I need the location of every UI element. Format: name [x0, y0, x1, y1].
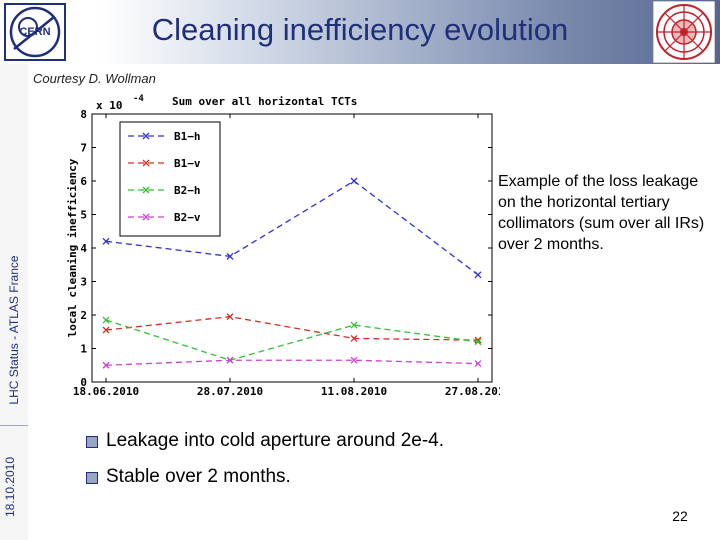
chart-title: Sum over all horizontal TCTs: [172, 95, 357, 108]
bullet-icon: [86, 472, 98, 484]
y-tick-label: 5: [80, 209, 87, 222]
bullet-item: Leakage into cold aperture around 2e-4.: [86, 423, 444, 459]
bullet-text: Leakage into cold aperture around 2e-4.: [106, 430, 445, 451]
legend-marker: [142, 132, 150, 140]
side-date: 18.10.2010: [3, 456, 17, 518]
data-point: [226, 313, 234, 321]
x-tick-label: 27.08.2010: [445, 385, 500, 398]
x-tick-label: 11.08.2010: [321, 385, 387, 398]
description-text: Example of the loss leakage on the horiz…: [498, 173, 705, 253]
page-number: 22: [672, 508, 688, 524]
data-point: [226, 356, 234, 364]
y-tick-label: 3: [80, 276, 87, 289]
chart: Sum over all horizontal TCTs x 10 -4 loc…: [60, 90, 511, 400]
x-tick-label: 18.06.2010: [73, 385, 139, 398]
data-point: [226, 252, 234, 260]
data-point: [102, 237, 110, 245]
svg-text:CERN: CERN: [19, 26, 50, 38]
data-point: [350, 356, 358, 364]
bullet-item: Stable over 2 months.: [86, 459, 444, 495]
y-tick-label: 0: [80, 376, 87, 389]
courtesy-note: Courtesy D. Wollman: [33, 71, 156, 86]
legend-label: B2−v: [174, 211, 201, 224]
data-point: [474, 338, 482, 346]
header-bar: [0, 0, 720, 64]
legend-marker: [142, 159, 150, 167]
data-point: [102, 316, 110, 324]
bullet-list: Leakage into cold aperture around 2e-4. …: [86, 423, 444, 495]
data-point: [350, 177, 358, 185]
cern-logo: CERN: [4, 3, 66, 61]
series-line: [105, 359, 479, 366]
legend-marker: [142, 186, 150, 194]
legend-label: B2−h: [174, 184, 201, 197]
data-point: [102, 361, 110, 369]
legend-label: B1−h: [174, 130, 201, 143]
data-point: [474, 271, 482, 279]
y-tick-label: 6: [80, 175, 87, 188]
data-point: [474, 360, 482, 368]
y-axis-label: local cleaning inefficiency: [66, 158, 79, 337]
chart-svg: Sum over all horizontal TCTs x 10 -4 loc…: [60, 90, 511, 400]
bullet-text: Stable over 2 months.: [106, 466, 291, 487]
data-point: [350, 321, 358, 329]
legend-marker: [142, 213, 150, 221]
bullet-icon: [86, 436, 98, 448]
x-tick-label: 28.07.2010: [197, 385, 263, 398]
slide-title: Cleaning inefficiency evolution: [151, 12, 569, 47]
scale-exponent: -4: [133, 94, 144, 104]
series-line: [105, 316, 479, 341]
y-tick-label: 2: [80, 309, 87, 322]
data-point: [102, 326, 110, 334]
y-tick-label: 7: [80, 142, 87, 155]
legend-label: B1−v: [174, 157, 201, 170]
legend-box: [119, 121, 221, 237]
y-tick-label: 8: [80, 108, 87, 121]
y-tick-label: 4: [80, 242, 87, 255]
atlas-logo: [653, 1, 715, 63]
series-line: [105, 319, 479, 361]
side-strip: [0, 64, 28, 540]
series-line: [105, 180, 479, 276]
side-divider: [0, 425, 28, 426]
y-tick-label: 1: [80, 343, 87, 356]
scale-label: x 10: [96, 99, 123, 112]
side-label: LHC Status - ATLAS France: [7, 255, 21, 405]
data-point: [350, 334, 358, 342]
